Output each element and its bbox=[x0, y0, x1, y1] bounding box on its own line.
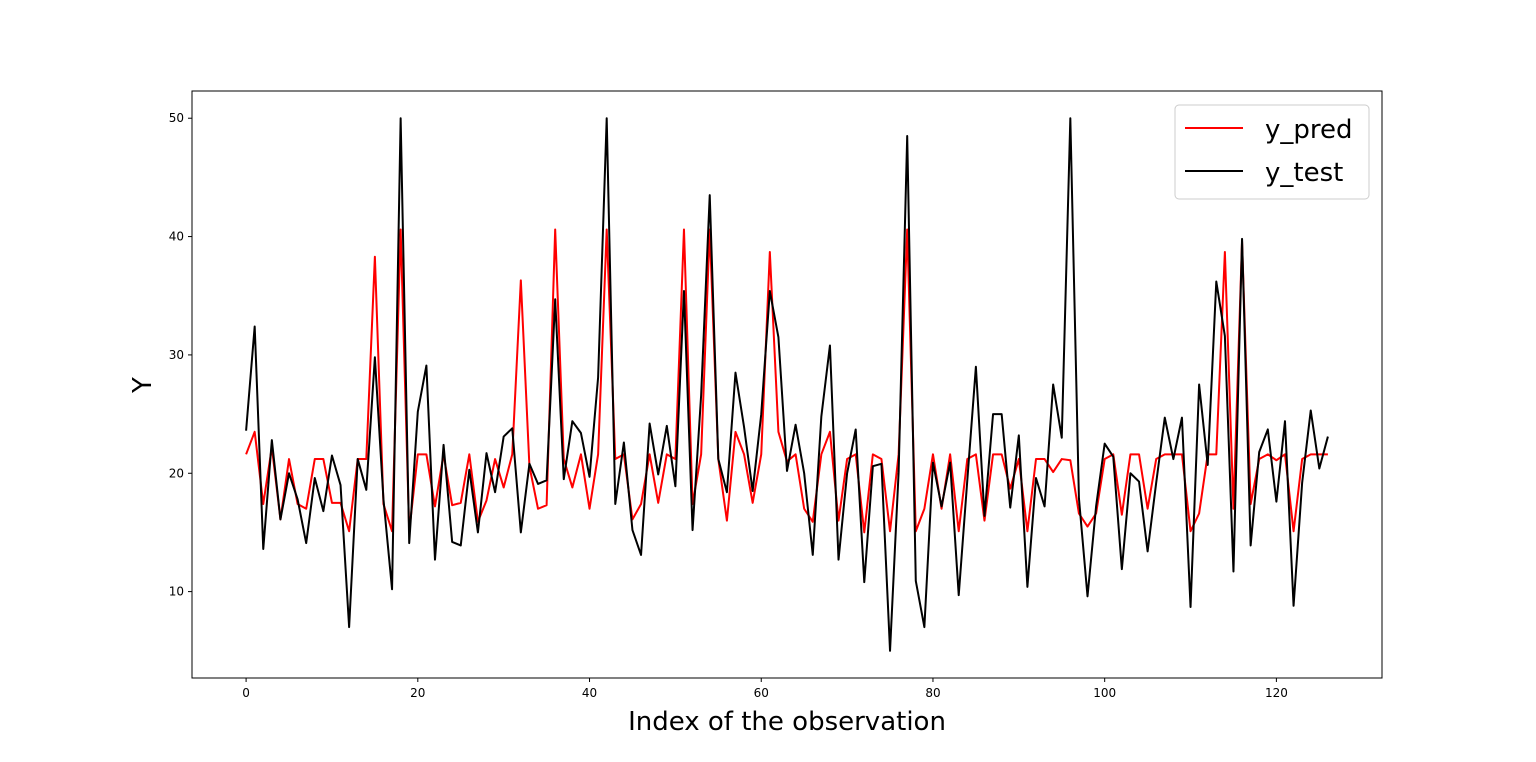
y-tick-label: 50 bbox=[169, 111, 184, 125]
plot-frame bbox=[191, 90, 1383, 679]
x-tick-label: 20 bbox=[410, 686, 425, 700]
y-tick-label: 10 bbox=[169, 585, 184, 599]
y-axis: 10 20 30 40 50 bbox=[169, 111, 192, 599]
legend-label-y-pred: y_pred bbox=[1265, 115, 1353, 145]
series-layer bbox=[245, 117, 1329, 652]
x-tick-label: 120 bbox=[1265, 686, 1288, 700]
x-tick-label: 40 bbox=[582, 686, 597, 700]
x-tick-label: 100 bbox=[1093, 686, 1116, 700]
legend-label-y-test: y_test bbox=[1265, 158, 1343, 188]
y-tick-label: 30 bbox=[169, 348, 184, 362]
x-axis-label: Index of the observation bbox=[628, 707, 946, 737]
x-axis: 0 20 40 60 80 100 120 bbox=[242, 678, 1288, 700]
legend: y_pred y_test bbox=[1174, 104, 1370, 200]
y-axis-label: Y bbox=[128, 377, 158, 394]
series-line-y-test bbox=[245, 117, 1329, 652]
x-tick-label: 0 bbox=[242, 686, 250, 700]
x-tick-label: 80 bbox=[925, 686, 940, 700]
y-tick-label: 20 bbox=[169, 466, 184, 480]
y-tick-label: 40 bbox=[169, 230, 184, 244]
x-tick-label: 60 bbox=[754, 686, 769, 700]
